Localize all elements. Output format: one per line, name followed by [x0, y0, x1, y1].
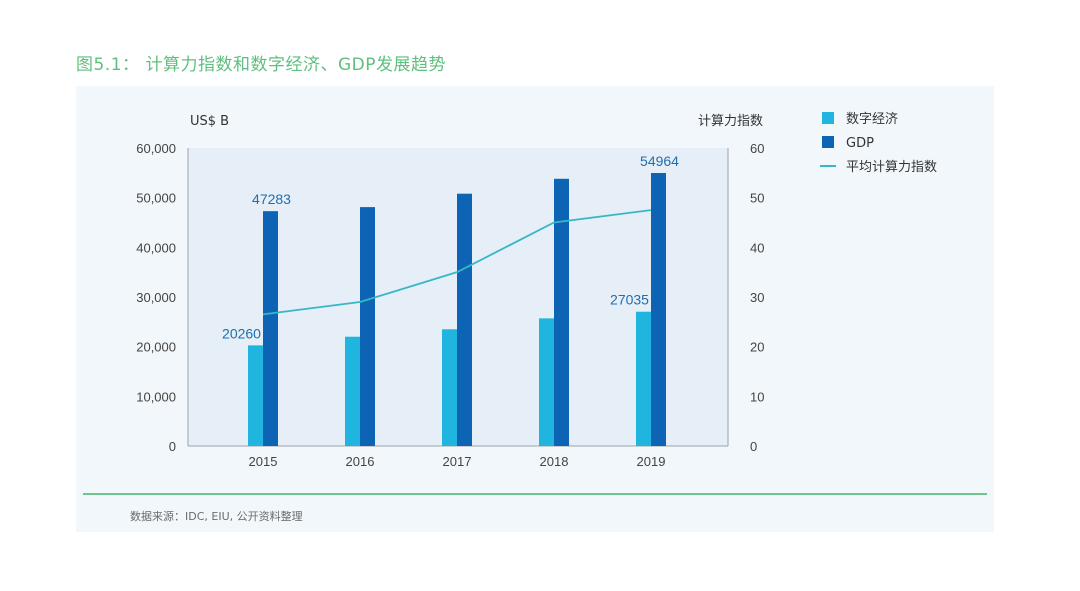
left-tick-label: 20,000 [136, 340, 176, 355]
bar-gdp-2015 [263, 211, 278, 446]
right-tick-label: 0 [750, 439, 757, 454]
x-tick-label: 2017 [443, 454, 472, 469]
left-tick-label: 60,000 [136, 141, 176, 156]
legend-swatch-0 [822, 112, 834, 124]
data-label-gdp-2019: 54964 [640, 153, 679, 169]
right-tick-label: 20 [750, 340, 764, 355]
bar-gdp-2018 [554, 178, 569, 446]
left-axis-unit: US$ B [190, 114, 229, 129]
left-tick-label: 10,000 [136, 389, 176, 404]
x-tick-label: 2016 [346, 454, 375, 469]
bar-digital-economy-2015 [248, 345, 263, 446]
right-axis-title: 计算力指数 [698, 114, 763, 129]
x-tick-label: 2015 [249, 454, 278, 469]
left-tick-label: 30,000 [136, 290, 176, 305]
data-label-gdp-2015: 47283 [252, 191, 291, 207]
bar-digital-economy-2017 [442, 329, 457, 446]
bar-digital-economy-2016 [345, 336, 360, 446]
footer-divider [83, 493, 987, 495]
right-tick-label: 50 [750, 191, 764, 206]
bar-gdp-2019 [651, 173, 666, 446]
left-tick-label: 40,000 [136, 240, 176, 255]
line-compute-index [262, 209, 652, 316]
left-tick-label: 0 [169, 439, 176, 454]
right-tick-label: 30 [750, 290, 764, 305]
right-tick-label: 60 [750, 141, 764, 156]
right-tick-label: 10 [750, 389, 764, 404]
x-tick-label: 2018 [540, 454, 569, 469]
bar-gdp-2017 [457, 193, 472, 446]
legend-label-2: 平均计算力指数 [846, 160, 937, 175]
data-label-digital-2015: 20260 [222, 325, 261, 341]
bar-gdp-2016 [360, 207, 375, 446]
data-source-note: 数据来源：IDC, EIU, 公开资料整理 [130, 510, 303, 523]
legend-label-1: GDP [846, 136, 874, 151]
bar-digital-economy-2019 [636, 311, 651, 446]
data-label-digital-2019: 27035 [610, 292, 649, 308]
legend-label-0: 数字经济 [846, 112, 898, 127]
left-tick-label: 50,000 [136, 191, 176, 206]
x-tick-label: 2019 [637, 454, 666, 469]
bar-digital-economy-2018 [539, 318, 554, 446]
right-tick-label: 40 [750, 240, 764, 255]
legend-swatch-1 [822, 136, 834, 148]
figure-title: 图5.1： 计算力指数和数字经济、GDP发展趋势 [76, 55, 446, 75]
